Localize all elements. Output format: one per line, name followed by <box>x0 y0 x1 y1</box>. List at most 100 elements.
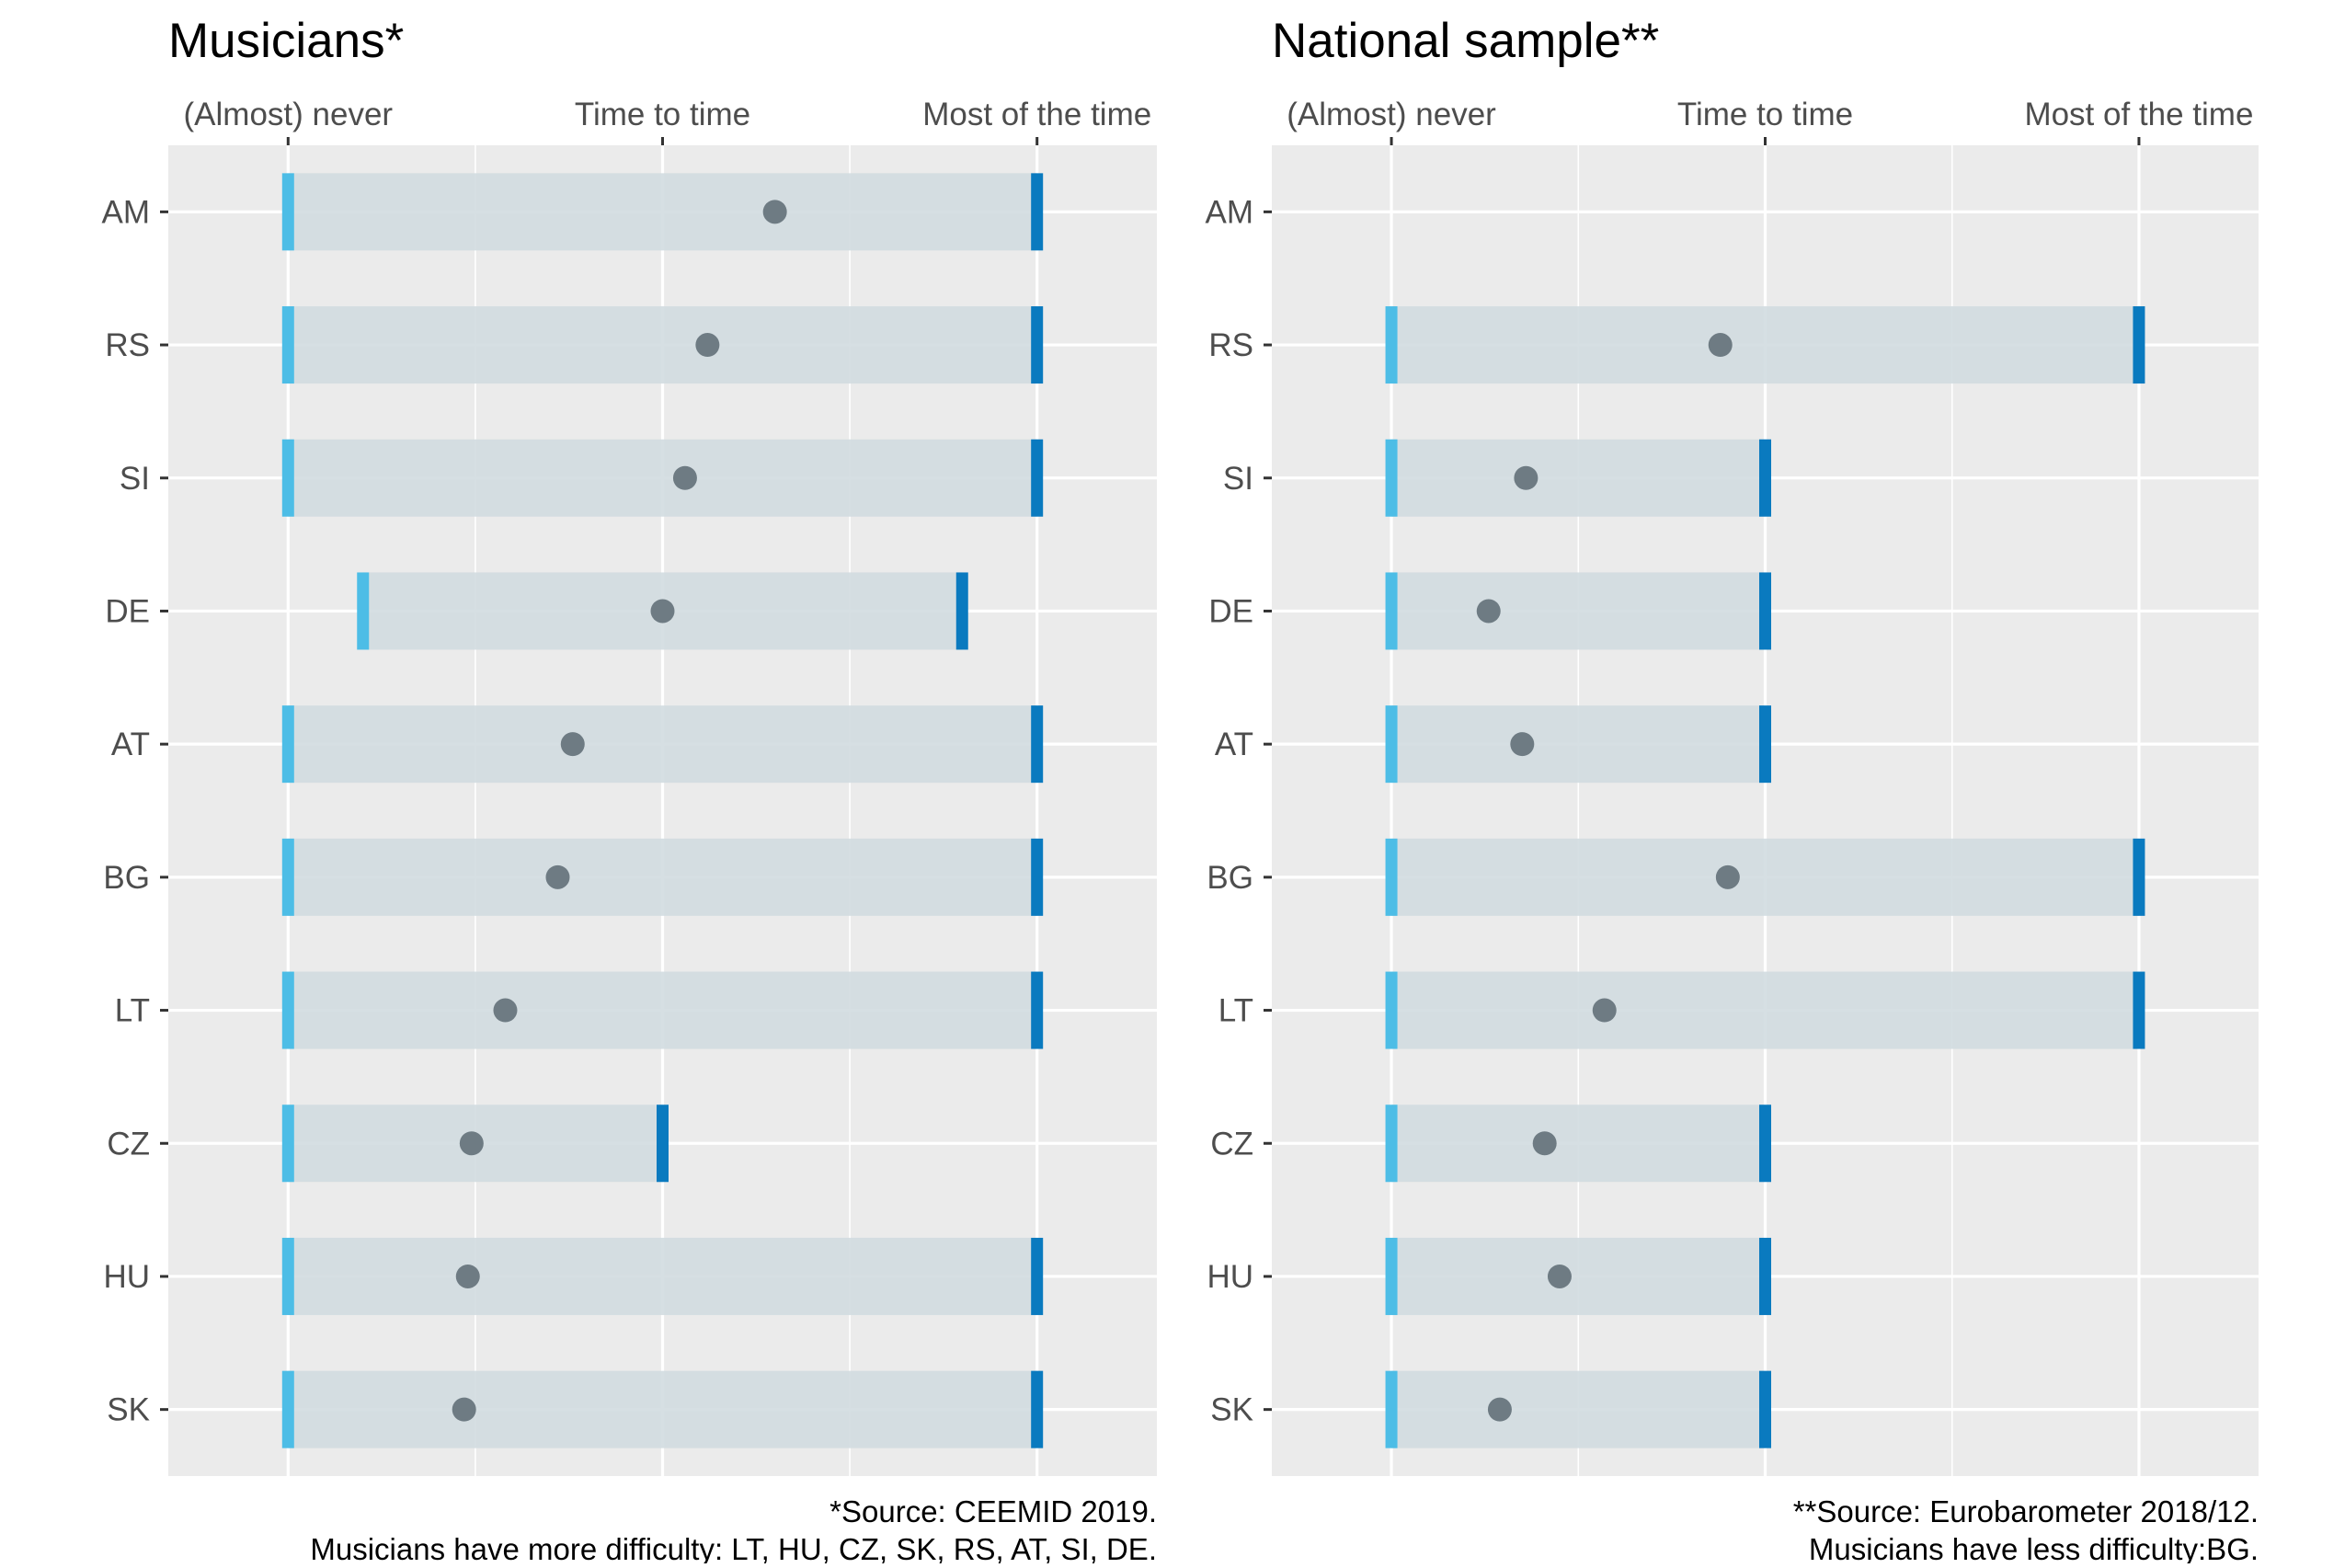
range-bar-sk <box>1391 1370 1766 1448</box>
x-tick-label: Time to time <box>575 97 750 132</box>
chart-caption: **Source: Eurobarometer 2018/12. <box>1793 1494 2259 1528</box>
mean-point-si <box>1514 465 1539 490</box>
min-cap-de <box>357 572 370 650</box>
max-cap-am <box>1031 173 1044 251</box>
y-tick-label: HU <box>103 1259 150 1295</box>
max-cap-rs <box>1031 306 1044 384</box>
max-cap-sk <box>1031 1370 1044 1448</box>
y-tick-label: DE <box>105 593 150 629</box>
y-tick-label: DE <box>1208 593 1253 629</box>
y-tick-label: RS <box>105 327 150 363</box>
min-cap-at <box>281 705 294 784</box>
max-cap-bg <box>1031 838 1044 916</box>
mean-point-sk <box>1487 1397 1512 1422</box>
y-tick-label: AT <box>111 727 150 762</box>
min-cap-lt <box>1385 971 1398 1049</box>
mean-point-am <box>762 200 787 224</box>
min-cap-bg <box>281 838 294 916</box>
min-cap-hu <box>1385 1237 1398 1315</box>
min-cap-rs <box>1385 306 1398 384</box>
mean-point-de <box>1476 599 1501 624</box>
min-cap-si <box>1385 439 1398 517</box>
min-cap-bg <box>1385 838 1398 916</box>
mean-point-de <box>650 599 675 624</box>
range-bar-de <box>1391 572 1766 650</box>
range-bar-at <box>288 705 1037 784</box>
chart-panel-2: AM RS SI DE AT BG LT CZ HU SK (Almost) never Time t… <box>1206 14 2259 1566</box>
max-cap-lt <box>2133 971 2145 1049</box>
range-bar-bg <box>288 838 1037 916</box>
y-tick-label: CZ <box>1210 1126 1253 1162</box>
mean-point-at <box>1510 732 1535 757</box>
mean-point-at <box>560 732 585 757</box>
chart-caption: Musicians have more difficulty: LT, HU, … <box>310 1532 1157 1563</box>
mean-point-bg <box>1715 864 1740 889</box>
max-cap-at <box>1031 705 1044 784</box>
chart-panel-1: AM RS SI DE AT BG LT CZ HU SK (Almost) never Time t… <box>102 14 1157 1566</box>
y-tick-label: SK <box>1210 1392 1253 1428</box>
max-cap-de <box>955 572 968 650</box>
min-cap-at <box>1385 705 1398 784</box>
min-cap-sk <box>1385 1370 1398 1448</box>
y-tick-label: HU <box>1207 1259 1253 1295</box>
y-tick-label: AM <box>102 194 151 230</box>
min-cap-cz <box>1385 1104 1398 1183</box>
range-bar-lt <box>288 971 1037 1049</box>
range-bar-rs <box>288 306 1037 384</box>
max-cap-lt <box>1031 971 1044 1049</box>
y-tick-label: RS <box>1208 327 1253 363</box>
range-bar-si <box>1391 439 1766 517</box>
range-bar-sk <box>288 1370 1037 1448</box>
range-bar-si <box>288 439 1037 517</box>
chart-caption: Musicians have less difficulty:BG. <box>1809 1532 2259 1563</box>
min-cap-si <box>281 439 294 517</box>
max-cap-hu <box>1759 1237 1771 1315</box>
y-tick-label: SI <box>120 461 150 497</box>
y-tick-label: LT <box>115 993 150 1029</box>
mean-point-bg <box>545 864 570 889</box>
y-tick-label: CZ <box>107 1126 150 1162</box>
x-tick-label: (Almost) never <box>184 97 394 132</box>
mean-point-cz <box>1532 1131 1557 1156</box>
max-cap-si <box>1031 439 1044 517</box>
x-tick-label: Most of the time <box>2024 97 2253 132</box>
mean-point-hu <box>455 1264 480 1288</box>
range-bar-at <box>1391 705 1766 784</box>
y-tick-label: BG <box>103 860 150 896</box>
max-cap-de <box>1759 572 1771 650</box>
max-cap-si <box>1759 439 1771 517</box>
range-bar-cz <box>1391 1104 1766 1183</box>
min-cap-hu <box>281 1237 294 1315</box>
y-tick-label: BG <box>1207 860 1253 896</box>
mean-point-rs <box>695 333 720 358</box>
range-bar-bg <box>1391 838 2139 916</box>
range-bar-hu <box>288 1237 1037 1315</box>
mean-point-lt <box>493 998 518 1023</box>
x-tick-label: Time to time <box>1677 97 1853 132</box>
min-cap-cz <box>281 1104 294 1183</box>
mean-point-hu <box>1547 1264 1572 1288</box>
max-cap-cz <box>657 1104 669 1183</box>
max-cap-hu <box>1031 1237 1044 1315</box>
y-tick-label: SK <box>107 1392 150 1428</box>
chart-title: Musicians* <box>168 14 404 68</box>
min-cap-de <box>1385 572 1398 650</box>
mean-point-rs <box>1708 333 1733 358</box>
min-cap-lt <box>281 971 294 1049</box>
x-tick-label: Most of the time <box>922 97 1151 132</box>
chart-title: National sample** <box>1272 14 1659 68</box>
range-bar-lt <box>1391 971 2139 1049</box>
chart-caption: *Source: CEEMID 2019. <box>829 1494 1157 1528</box>
range-bar-rs <box>1391 306 2139 384</box>
max-cap-at <box>1759 705 1771 784</box>
max-cap-cz <box>1759 1104 1771 1183</box>
range-bar-hu <box>1391 1237 1766 1315</box>
min-cap-rs <box>281 306 294 384</box>
mean-point-lt <box>1592 998 1617 1023</box>
max-cap-bg <box>2133 838 2145 916</box>
x-tick-label: (Almost) never <box>1287 97 1496 132</box>
y-tick-label: AM <box>1206 194 1254 230</box>
mean-point-sk <box>452 1397 476 1422</box>
